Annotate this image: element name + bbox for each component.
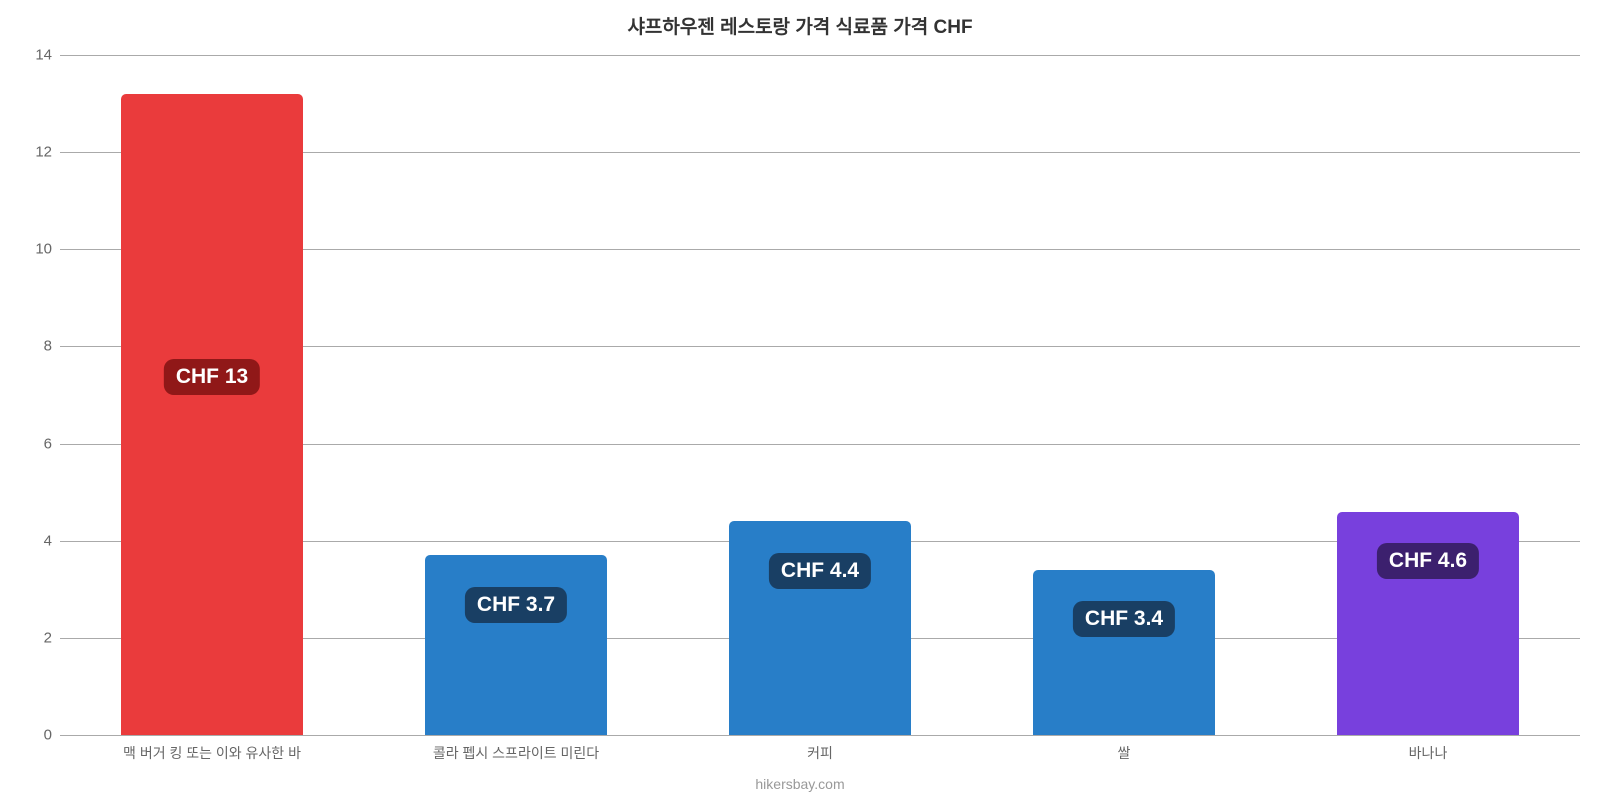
- x-tick-label: 콜라 펩시 스프라이트 미린다: [433, 743, 599, 763]
- chart-container: 샤프하우젠 레스토랑 가격 식료품 가격 CHF 0 2 4 6 8 10 12 14 CHF…: [0, 0, 1600, 800]
- data-label: CHF 3.7: [465, 587, 567, 623]
- data-label: CHF 4.4: [769, 553, 871, 589]
- y-tick-label: 6: [44, 435, 52, 452]
- footer-attribution: hikersbay.com: [755, 776, 844, 792]
- y-tick-label: 14: [35, 47, 52, 64]
- y-tick-label: 10: [35, 241, 52, 258]
- plot-area: 02468101214 CHF 13CHF 3.7CHF 4.4CHF 3.4C…: [60, 55, 1580, 735]
- bars-layer: [60, 55, 1580, 735]
- bar: [1033, 570, 1215, 735]
- x-tick-label: 커피: [807, 743, 833, 763]
- y-tick-label: 12: [35, 144, 52, 161]
- x-tick-label: 바나나: [1409, 743, 1448, 763]
- y-tick-label: 8: [44, 338, 52, 355]
- chart-title: 샤프하우젠 레스토랑 가격 식료품 가격 CHF: [627, 12, 972, 39]
- y-tick-label: 2: [44, 629, 52, 646]
- bar: [425, 555, 607, 735]
- y-tick-label: 0: [44, 727, 52, 744]
- data-label: CHF 13: [164, 359, 260, 395]
- y-tick-label: 4: [44, 532, 52, 549]
- gridline: [60, 735, 1580, 736]
- x-tick-label: 맥 버거 킹 또는 이와 유사한 바: [123, 743, 301, 763]
- bar: [121, 94, 303, 735]
- data-label: CHF 3.4: [1073, 601, 1175, 637]
- x-tick-label: 쌀: [1118, 743, 1131, 763]
- data-label: CHF 4.6: [1377, 543, 1479, 579]
